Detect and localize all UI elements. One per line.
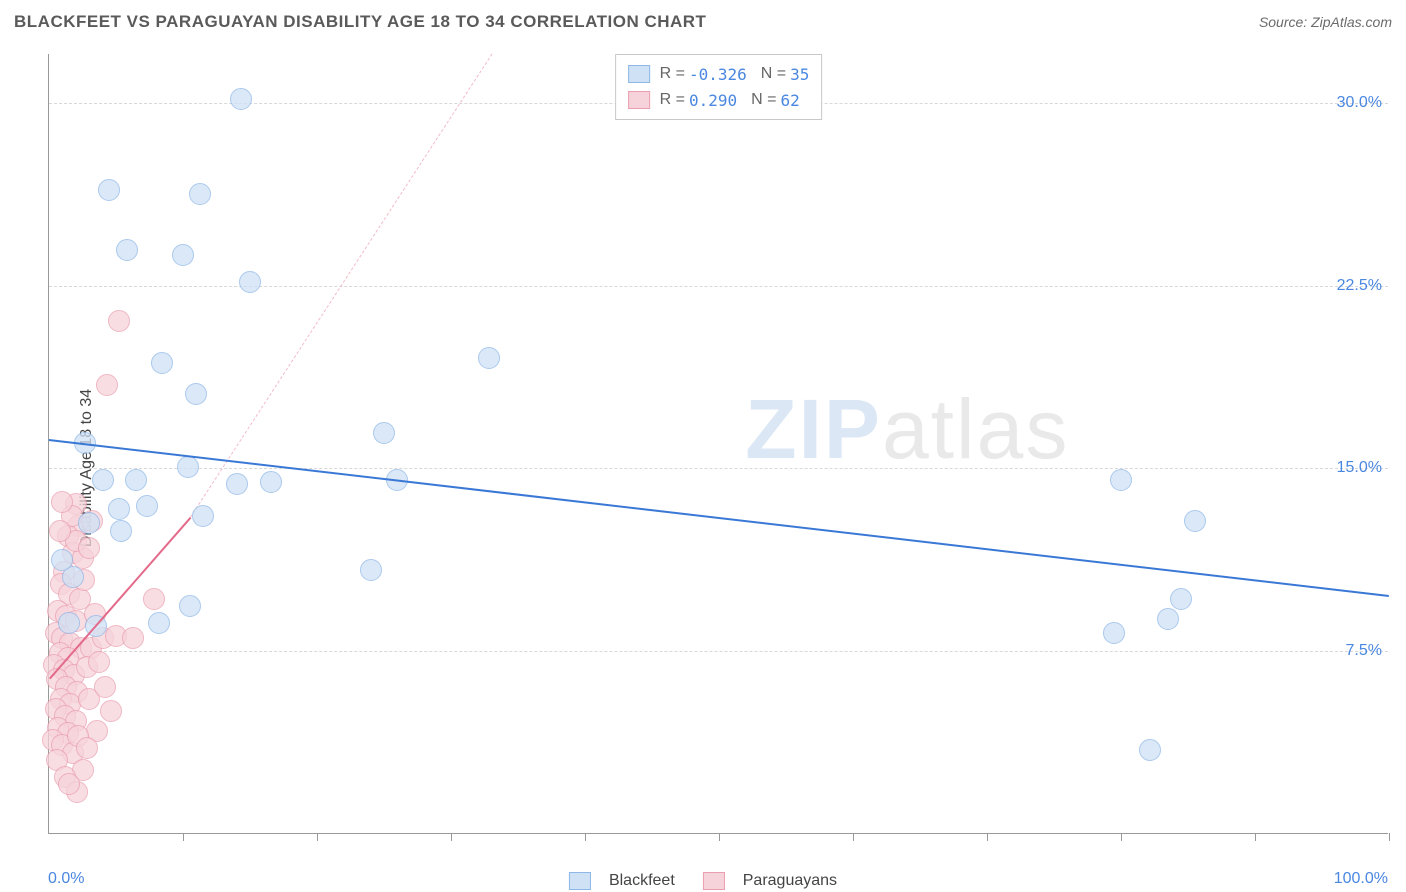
legend-item: Paraguayans — [703, 872, 837, 890]
legend-swatch — [628, 91, 650, 109]
data-point — [108, 310, 130, 332]
legend-label: Paraguayans — [743, 872, 837, 890]
x-tick — [1121, 833, 1122, 841]
source-label: Source: ZipAtlas.com — [1259, 14, 1392, 30]
data-point — [78, 537, 100, 559]
watermark: ZIPatlas — [745, 381, 1069, 478]
data-point — [143, 588, 165, 610]
data-point — [122, 627, 144, 649]
x-tick — [1255, 833, 1256, 841]
data-point — [230, 88, 252, 110]
data-point — [136, 495, 158, 517]
legend-swatch — [703, 872, 725, 890]
data-point — [373, 422, 395, 444]
n-value: 62 — [780, 91, 799, 110]
data-point — [1184, 510, 1206, 532]
data-point — [116, 239, 138, 261]
n-label: N = — [751, 91, 776, 109]
legend-row: R = 0.290 N =62 — [628, 87, 810, 113]
data-point — [360, 559, 382, 581]
r-value: 0.290 — [689, 91, 737, 110]
data-point — [1170, 588, 1192, 610]
data-point — [125, 469, 147, 491]
data-point — [226, 473, 248, 495]
data-point — [189, 183, 211, 205]
header-bar: BLACKFEET VS PARAGUAYAN DISABILITY AGE 1… — [0, 0, 1406, 44]
x-tick — [317, 833, 318, 841]
gridline-h — [49, 468, 1388, 469]
x-tick — [183, 833, 184, 841]
data-point — [177, 456, 199, 478]
data-point — [100, 700, 122, 722]
data-point — [51, 549, 73, 571]
r-label: R = — [660, 91, 685, 109]
y-grid-label: 30.0% — [1337, 94, 1382, 112]
x-tick — [719, 833, 720, 841]
gridline-h — [49, 651, 1388, 652]
legend-swatch — [569, 872, 591, 890]
data-point — [478, 347, 500, 369]
data-point — [1110, 469, 1132, 491]
chart-container: Disability Age 18 to 34 ZIPatlas R =-0.3… — [0, 44, 1406, 892]
y-grid-label: 22.5% — [1337, 277, 1382, 295]
data-point — [49, 520, 71, 542]
n-label: N = — [761, 65, 786, 83]
x-tick — [853, 833, 854, 841]
data-point — [51, 491, 73, 513]
x-tick — [987, 833, 988, 841]
data-point — [151, 352, 173, 374]
r-value: -0.326 — [689, 65, 747, 84]
data-point — [96, 374, 118, 396]
y-grid-label: 7.5% — [1346, 642, 1382, 660]
data-point — [88, 651, 110, 673]
chart-title: BLACKFEET VS PARAGUAYAN DISABILITY AGE 1… — [14, 12, 706, 32]
data-point — [58, 612, 80, 634]
data-point — [58, 773, 80, 795]
n-value: 35 — [790, 65, 809, 84]
data-point — [78, 512, 100, 534]
data-point — [108, 498, 130, 520]
legend-row: R =-0.326 N =35 — [628, 61, 810, 87]
data-point — [172, 244, 194, 266]
data-point — [98, 179, 120, 201]
data-point — [110, 520, 132, 542]
data-point — [1103, 622, 1125, 644]
data-point — [260, 471, 282, 493]
data-point — [92, 469, 114, 491]
data-point — [1157, 608, 1179, 630]
x-axis-min-label: 0.0% — [48, 870, 84, 888]
data-point — [76, 737, 98, 759]
data-point — [239, 271, 261, 293]
legend-label: Blackfeet — [609, 872, 675, 890]
x-tick — [451, 833, 452, 841]
y-grid-label: 15.0% — [1337, 459, 1382, 477]
r-label: R = — [660, 65, 685, 83]
x-tick — [1389, 833, 1390, 841]
data-point — [185, 383, 207, 405]
data-point — [192, 505, 214, 527]
correlation-legend: R =-0.326N =35R = 0.290N =62 — [615, 54, 823, 120]
x-tick — [585, 833, 586, 841]
data-point — [179, 595, 201, 617]
data-point — [94, 676, 116, 698]
legend-swatch — [628, 65, 650, 83]
data-point — [148, 612, 170, 634]
data-point — [1139, 739, 1161, 761]
legend-item: Blackfeet — [569, 872, 675, 890]
x-axis-max-label: 100.0% — [1334, 870, 1388, 888]
plot-area: ZIPatlas R =-0.326N =35R = 0.290N =62 7.… — [48, 54, 1388, 834]
series-legend: Blackfeet Paraguayans — [569, 872, 837, 890]
